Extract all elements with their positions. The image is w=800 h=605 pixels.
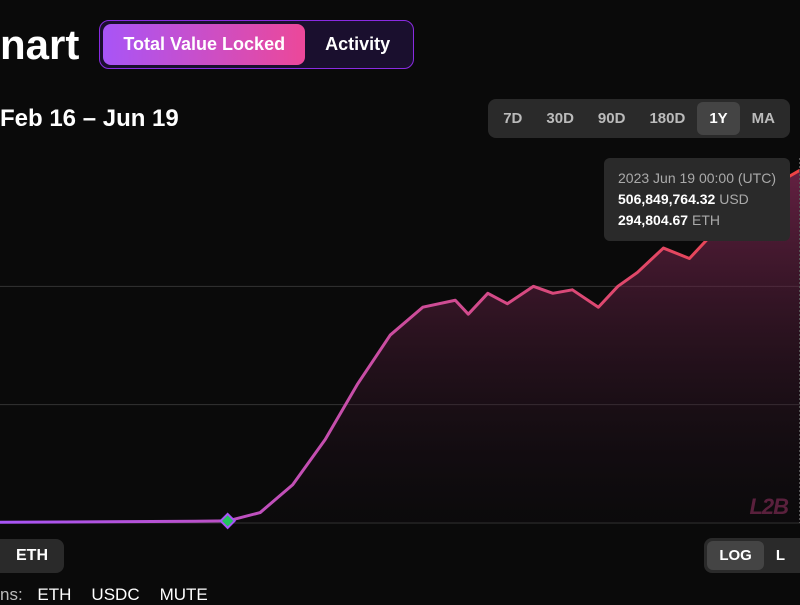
tokens-list: ns: ETH USDC MUTE bbox=[0, 573, 800, 605]
scale-log[interactable]: LOG bbox=[707, 541, 764, 570]
tooltip-eth-unit: ETH bbox=[692, 212, 720, 228]
token-eth[interactable]: ETH bbox=[37, 585, 71, 604]
currency-toggle[interactable]: ETH bbox=[0, 539, 64, 573]
tvl-chart: 2023 Jun 19 00:00 (UTC) 506,849,764.32 U… bbox=[0, 158, 800, 538]
timerange-1y[interactable]: 1Y bbox=[697, 102, 739, 135]
timerange-90d[interactable]: 90D bbox=[586, 102, 638, 135]
timerange-30d[interactable]: 30D bbox=[534, 102, 586, 135]
tooltip-usd-unit: USD bbox=[719, 191, 749, 207]
tooltip-eth-value: 294,804.67 bbox=[618, 212, 688, 228]
tab-activity[interactable]: Activity bbox=[305, 24, 410, 65]
tokens-prefix: ns: bbox=[0, 585, 23, 604]
tab-total-value-locked[interactable]: Total Value Locked bbox=[103, 24, 305, 65]
date-range-label: Feb 16 – Jun 19 bbox=[0, 105, 179, 133]
timerange-7d[interactable]: 7D bbox=[491, 102, 534, 135]
token-usdc[interactable]: USDC bbox=[91, 585, 139, 604]
time-range-selector: 7D30D90D180D1YMA bbox=[488, 99, 790, 138]
token-mute[interactable]: MUTE bbox=[160, 585, 208, 604]
timerange-180d[interactable]: 180D bbox=[637, 102, 697, 135]
page-title: nart bbox=[0, 21, 79, 69]
chart-tooltip: 2023 Jun 19 00:00 (UTC) 506,849,764.32 U… bbox=[604, 158, 790, 241]
watermark: L2B bbox=[749, 494, 788, 520]
scale-l[interactable]: L bbox=[764, 541, 797, 570]
tooltip-usd-value: 506,849,764.32 bbox=[618, 191, 715, 207]
scale-selector: LOGL bbox=[704, 538, 800, 573]
tooltip-timestamp: 2023 Jun 19 00:00 (UTC) bbox=[618, 168, 776, 189]
metric-tabs: Total Value LockedActivity bbox=[99, 20, 414, 69]
timerange-ma[interactable]: MA bbox=[740, 102, 787, 135]
